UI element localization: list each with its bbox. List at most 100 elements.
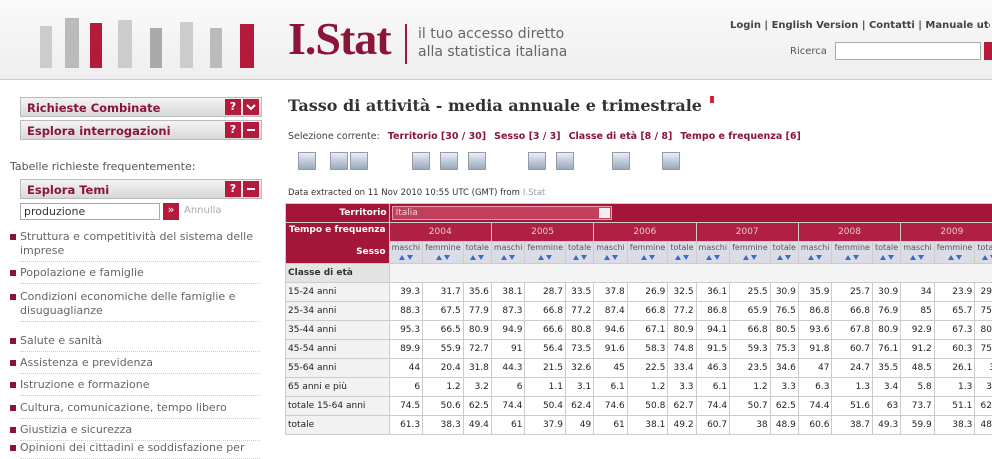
- sort-down[interactable]: [918, 255, 924, 260]
- search-go[interactable]: »: [163, 203, 179, 220]
- sex-name: femmine: [527, 243, 563, 253]
- sort-up[interactable]: [538, 255, 544, 260]
- sort-down[interactable]: [785, 255, 791, 260]
- sort-up[interactable]: [743, 255, 749, 260]
- sort-arrows[interactable]: [670, 253, 693, 263]
- territory-select[interactable]: Italia: [392, 206, 612, 220]
- sort-down[interactable]: [612, 255, 618, 260]
- sort-down[interactable]: [816, 255, 822, 260]
- sort-arrows[interactable]: [937, 253, 973, 263]
- sort-down[interactable]: [853, 255, 859, 260]
- sort-down[interactable]: [546, 255, 552, 260]
- panel-bar[interactable]: Esplora Temi ?: [20, 179, 262, 199]
- sort-down[interactable]: [888, 255, 894, 260]
- info-icon[interactable]: [708, 96, 718, 106]
- selection-link[interactable]: Tempo e frequenza [6]: [680, 131, 801, 142]
- sort-up[interactable]: [470, 255, 476, 260]
- toolbar-icon[interactable]: [528, 152, 546, 170]
- toolbar-icon[interactable]: [612, 152, 630, 170]
- sort-down[interactable]: [407, 255, 413, 260]
- toolbar-icon[interactable]: [350, 152, 368, 170]
- collapse-button[interactable]: [243, 122, 259, 138]
- toolbar-icon[interactable]: [468, 152, 486, 170]
- sort-up[interactable]: [706, 255, 712, 260]
- theme-search[interactable]: produzione: [20, 203, 160, 220]
- sort-up[interactable]: [948, 255, 954, 260]
- sort-arrows[interactable]: [494, 253, 523, 263]
- sort-arrows[interactable]: [875, 253, 898, 263]
- theme-item[interactable]: Salute e sanità: [20, 334, 260, 352]
- sort-arrows[interactable]: [466, 253, 489, 263]
- selection-link[interactable]: Sesso [3 / 3]: [494, 131, 560, 142]
- value-cell: 85: [901, 302, 935, 321]
- sort-up[interactable]: [604, 255, 610, 260]
- sort-up[interactable]: [436, 255, 442, 260]
- theme-item[interactable]: Cultura, comunicazione, tempo libero: [20, 401, 260, 419]
- theme-item[interactable]: Giustizia e sicurezza: [20, 423, 260, 441]
- sort-up[interactable]: [399, 255, 405, 260]
- cancel-link[interactable]: Annulla: [184, 205, 222, 216]
- sort-arrows[interactable]: [903, 253, 932, 263]
- expand-button[interactable]: [243, 99, 259, 115]
- toolbar-icon[interactable]: [330, 152, 348, 170]
- sort-down[interactable]: [714, 255, 720, 260]
- sort-up[interactable]: [641, 255, 647, 260]
- sort-down[interactable]: [444, 255, 450, 260]
- sort-up[interactable]: [675, 255, 681, 260]
- sort-arrows[interactable]: [977, 253, 992, 263]
- sort-arrows[interactable]: [773, 253, 796, 263]
- panel-bar[interactable]: Richieste Combinate ?: [20, 97, 262, 117]
- toolbar-icon[interactable]: [412, 152, 430, 170]
- sort-arrows[interactable]: [596, 253, 625, 263]
- sort-arrows[interactable]: [801, 253, 830, 263]
- top-links[interactable]: Login | English Version | Contatti | Man…: [730, 20, 990, 31]
- selection-link[interactable]: Classe di età [8 / 8]: [569, 131, 673, 142]
- source-link[interactable]: I.Stat: [523, 188, 545, 198]
- sort-up[interactable]: [845, 255, 851, 260]
- help-button[interactable]: ?: [225, 122, 241, 138]
- sort-down[interactable]: [509, 255, 515, 260]
- sort-arrows[interactable]: [568, 253, 591, 263]
- search-button[interactable]: [984, 42, 992, 60]
- sort-arrows[interactable]: [630, 253, 666, 263]
- sort-arrows[interactable]: [732, 253, 768, 263]
- sort-arrows[interactable]: [834, 253, 870, 263]
- sort-up[interactable]: [982, 255, 988, 260]
- sort-down[interactable]: [581, 255, 587, 260]
- toolbar-icon[interactable]: [440, 152, 458, 170]
- theme-item[interactable]: Opinioni dei cittadini e soddisfazione p…: [20, 441, 260, 459]
- sort-down[interactable]: [649, 255, 655, 260]
- sort-down[interactable]: [956, 255, 962, 260]
- sort-up[interactable]: [501, 255, 507, 260]
- theme-item[interactable]: Popolazione e famiglie: [20, 266, 260, 284]
- sort-arrows[interactable]: [527, 253, 563, 263]
- selection-link[interactable]: Territorio [30 / 30]: [388, 131, 486, 142]
- theme-item[interactable]: Struttura e competitività del sistema de…: [20, 230, 260, 262]
- sort-arrows[interactable]: [425, 253, 461, 263]
- toolbar-icon[interactable]: [556, 152, 574, 170]
- sort-up[interactable]: [808, 255, 814, 260]
- sort-up[interactable]: [910, 255, 916, 260]
- theme-item[interactable]: Istruzione e formazione: [20, 378, 260, 396]
- sort-down[interactable]: [683, 255, 689, 260]
- toolbar-icon[interactable]: [662, 152, 680, 170]
- theme-item[interactable]: Assistenza e previdenza: [20, 356, 260, 374]
- sort-up[interactable]: [777, 255, 783, 260]
- logo[interactable]: I.Stat: [288, 12, 391, 65]
- help-button[interactable]: ?: [225, 99, 241, 115]
- sort-arrows[interactable]: [392, 253, 421, 263]
- value-cell: 91.8: [798, 340, 832, 359]
- help-button[interactable]: ?: [225, 181, 241, 197]
- value-cell: 60.7: [696, 416, 730, 435]
- frequent-link[interactable]: Tabelle richieste frequentemente:: [10, 160, 195, 173]
- sort-down[interactable]: [478, 255, 484, 260]
- panel-bar[interactable]: Esplora interrogazioni ?: [20, 120, 262, 140]
- collapse-button[interactable]: [243, 181, 259, 197]
- sort-arrows[interactable]: [699, 253, 728, 263]
- sort-up[interactable]: [880, 255, 886, 260]
- sort-up[interactable]: [573, 255, 579, 260]
- search-input[interactable]: [835, 42, 981, 60]
- sort-down[interactable]: [751, 255, 757, 260]
- theme-item[interactable]: Condizioni economiche delle famiglie e d…: [20, 290, 260, 322]
- toolbar-icon[interactable]: [298, 152, 316, 170]
